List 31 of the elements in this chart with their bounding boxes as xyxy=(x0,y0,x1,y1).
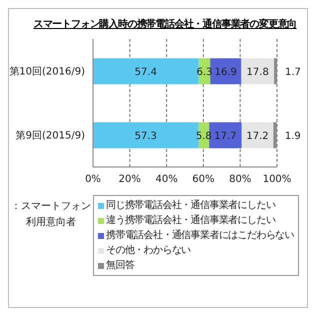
y-tick-label: 第9回(2015/9) xyxy=(16,130,86,142)
bar xyxy=(209,122,242,148)
data-label: 17.8 xyxy=(246,66,269,78)
data-label: 16.9 xyxy=(214,66,237,78)
bar xyxy=(274,58,277,84)
chart-title: スマートフォン購入時の携帯電話会社・通信事業者の変更意向 xyxy=(32,17,298,31)
data-label: 57.4 xyxy=(134,66,157,78)
bar xyxy=(241,58,274,84)
x-tick-label: 40% xyxy=(155,174,178,186)
data-label: 17.7 xyxy=(214,130,237,142)
bar xyxy=(93,58,199,84)
x-tick-label: 100% xyxy=(262,174,292,186)
data-label: 57.3 xyxy=(134,130,157,142)
text: ：スマートフォン利用意向者 xyxy=(10,200,92,230)
x-tick-label: 0% xyxy=(85,174,101,186)
legend-label: 携帯電話会社・通信事業者にはこだわらない xyxy=(106,228,294,243)
x-tick-label: 20% xyxy=(118,174,141,186)
legend-label: 無回答 xyxy=(106,259,134,273)
data-label: 17.2 xyxy=(246,130,269,142)
data-label: 1.7 xyxy=(285,66,301,78)
y-tick-label: 第10回(2016/9) xyxy=(9,66,86,78)
legend-label: その他・わからない xyxy=(106,244,191,258)
data-label: 1.9 xyxy=(284,130,301,142)
bar xyxy=(210,58,242,84)
bar xyxy=(93,122,198,148)
bar xyxy=(273,122,277,148)
x-tick-label: 60% xyxy=(192,174,215,186)
x-tick-label: 80% xyxy=(229,174,252,186)
legend-label: 同じ携帯電話会社・通信事業者にしたい xyxy=(106,198,276,213)
bar xyxy=(242,122,274,148)
legend-label: 違う携帯電話会社・通信事業者にしたい xyxy=(106,214,276,228)
